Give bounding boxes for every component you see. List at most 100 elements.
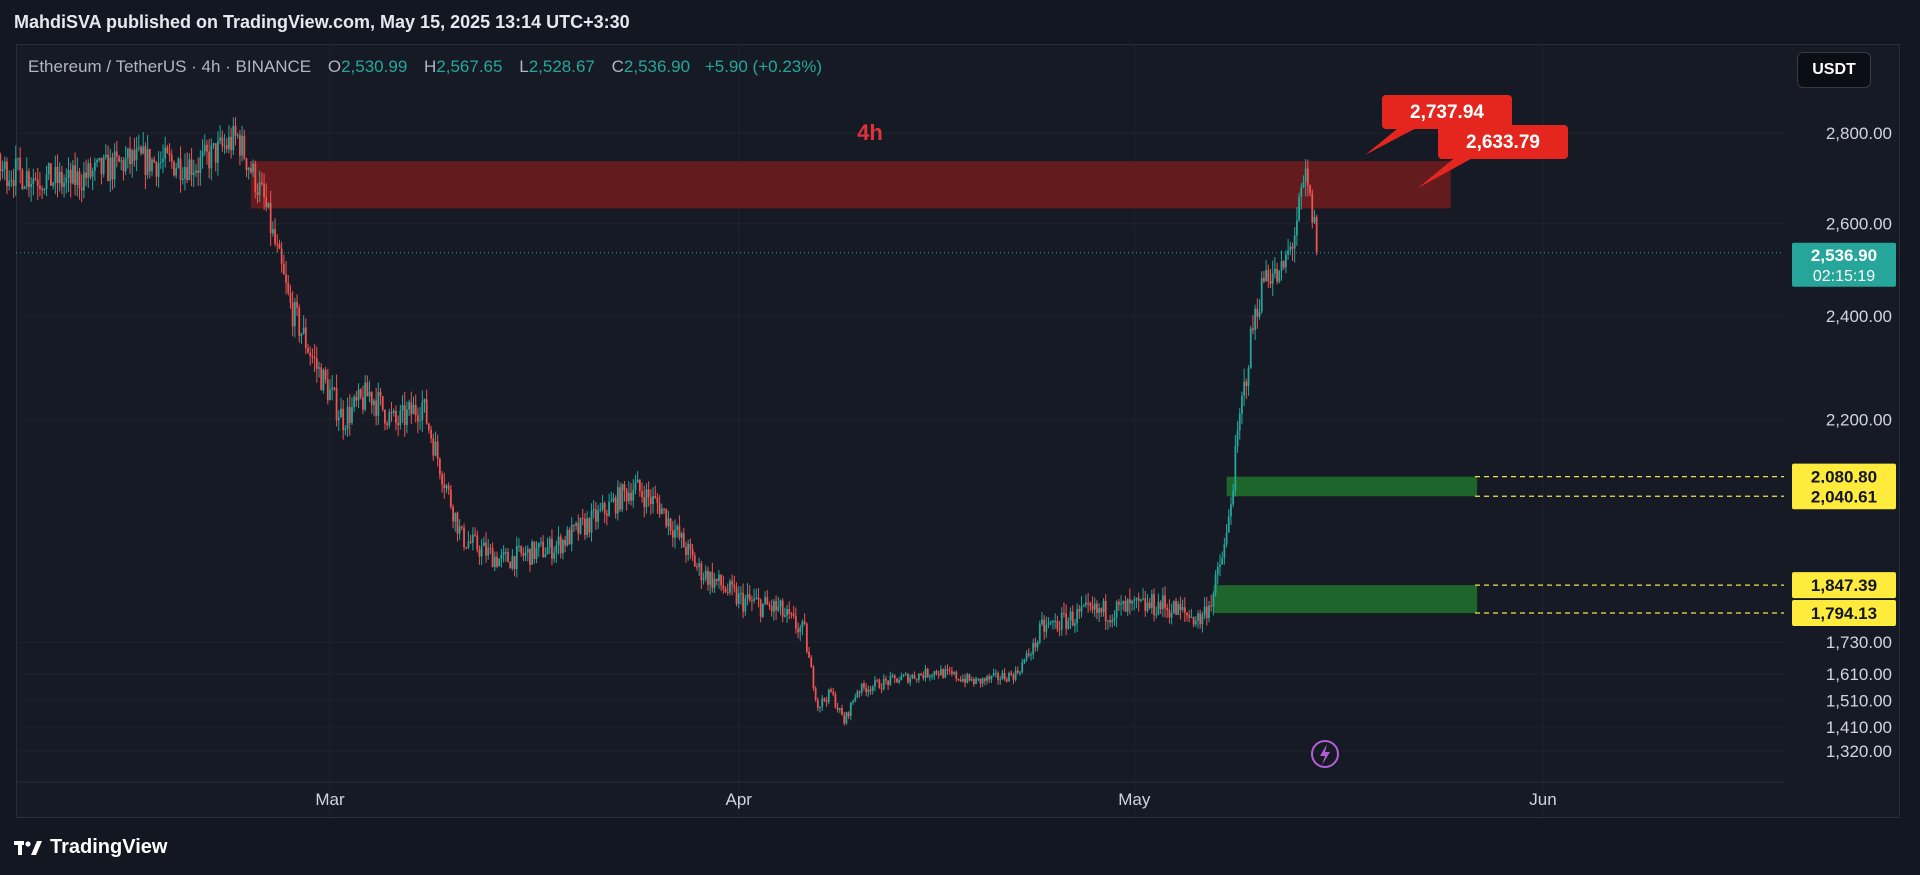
candle-body xyxy=(1045,624,1048,632)
tradingview-wordmark: TradingView xyxy=(50,836,168,858)
candle-body xyxy=(997,672,999,680)
candle-body xyxy=(621,484,624,510)
candle-body xyxy=(186,167,189,180)
candle-body xyxy=(1117,601,1120,605)
candle-body xyxy=(1203,606,1206,615)
candle-body xyxy=(465,547,468,549)
candle-body xyxy=(1150,594,1153,608)
candle-body xyxy=(1056,620,1059,630)
candle-body xyxy=(1256,308,1259,317)
candle-body xyxy=(594,509,597,522)
candle-body xyxy=(291,302,294,327)
candle-body xyxy=(78,171,81,188)
tradingview-brand[interactable]: TradingView xyxy=(14,836,167,859)
candle-body xyxy=(889,675,892,686)
candle-body xyxy=(689,543,692,549)
level-badge xyxy=(1792,483,1896,510)
candle-body xyxy=(67,169,70,178)
candle-body xyxy=(856,691,859,698)
candle-body xyxy=(467,541,470,548)
candle-body xyxy=(355,396,358,401)
candle-body xyxy=(1010,672,1013,675)
candle-body xyxy=(401,405,404,411)
candle-body xyxy=(757,597,760,600)
grid-lines xyxy=(16,44,1784,818)
candle-body xyxy=(449,489,452,507)
candle-body xyxy=(96,160,98,163)
candle-body xyxy=(733,584,736,588)
candle-body xyxy=(447,485,450,490)
level-lines-layer: 2,536.90 02:15:19 2,080.802,040.61 1,847.39… xyxy=(16,242,1896,627)
candle-body xyxy=(1181,607,1184,610)
candle-body xyxy=(830,689,832,692)
candle-body xyxy=(1197,613,1199,621)
candle-body xyxy=(1021,662,1024,673)
candle-body xyxy=(397,422,400,426)
candle-body xyxy=(1234,446,1237,491)
candle-body xyxy=(21,170,24,189)
candle-body xyxy=(346,406,349,429)
candle-body xyxy=(3,161,6,170)
candle-body xyxy=(203,144,206,152)
candle-body xyxy=(1082,605,1085,607)
candle-body xyxy=(983,678,986,681)
candle-body xyxy=(348,406,351,423)
candle-body xyxy=(663,508,665,510)
candle-body xyxy=(907,674,909,683)
candle-body xyxy=(1221,557,1224,565)
candle-body xyxy=(335,388,338,421)
candle-body xyxy=(403,405,406,426)
candle-body xyxy=(926,668,929,677)
price-axis: 2,800.00 2,600.00 2,400.00 2,200.00 1,730.00… xyxy=(1826,124,1892,761)
timeframe-annotation: 4h xyxy=(857,120,883,145)
tradingview-logo-icon xyxy=(14,840,42,855)
candle-body xyxy=(555,545,558,553)
candle-body xyxy=(764,597,766,604)
candle-body xyxy=(1054,620,1057,622)
candle-body xyxy=(766,597,769,605)
low-label: L xyxy=(519,57,529,76)
candle-body xyxy=(254,163,257,193)
candle-body xyxy=(1179,603,1182,610)
candle-body xyxy=(559,536,562,554)
candle-body xyxy=(799,627,802,633)
candle-body xyxy=(181,178,184,180)
candle-body xyxy=(665,508,668,527)
candle-body xyxy=(667,518,670,527)
candle-body xyxy=(414,404,417,416)
candle-body xyxy=(715,578,718,581)
candle-body xyxy=(212,143,215,146)
candle-body xyxy=(1164,595,1166,608)
candle-body xyxy=(1135,597,1138,600)
candle-body xyxy=(225,145,228,149)
candle-body xyxy=(146,149,149,176)
currency-button[interactable]: USDT xyxy=(1797,52,1871,88)
candle-body xyxy=(221,137,224,147)
candle-body xyxy=(271,229,274,234)
candle-body xyxy=(1043,619,1046,632)
candle-body xyxy=(307,347,309,353)
candle-body xyxy=(344,428,347,431)
candle-body xyxy=(1109,620,1111,623)
candle-body xyxy=(1091,606,1094,610)
candle-body xyxy=(357,389,360,401)
candle-body xyxy=(65,177,68,183)
candle-body xyxy=(1313,216,1316,223)
zone-support-lower xyxy=(1213,585,1478,614)
symbol-title[interactable]: Ethereum / TetherUS · 4h · BINANCE xyxy=(28,57,312,76)
candle-body xyxy=(1153,594,1155,616)
y-tick-label: 1,410.00 xyxy=(1826,718,1892,737)
candle-body xyxy=(392,411,395,413)
candle-body xyxy=(1023,659,1026,663)
callout-label: 2,737.94 xyxy=(1410,102,1484,123)
candle-body xyxy=(588,518,591,533)
candle-body xyxy=(700,563,703,581)
candle-body xyxy=(351,407,353,423)
candle-body xyxy=(1166,607,1169,610)
candle-body xyxy=(1014,670,1017,680)
candle-body xyxy=(359,389,362,398)
candle-body xyxy=(748,594,751,601)
candle-body xyxy=(298,307,301,336)
candle-body xyxy=(867,689,870,693)
